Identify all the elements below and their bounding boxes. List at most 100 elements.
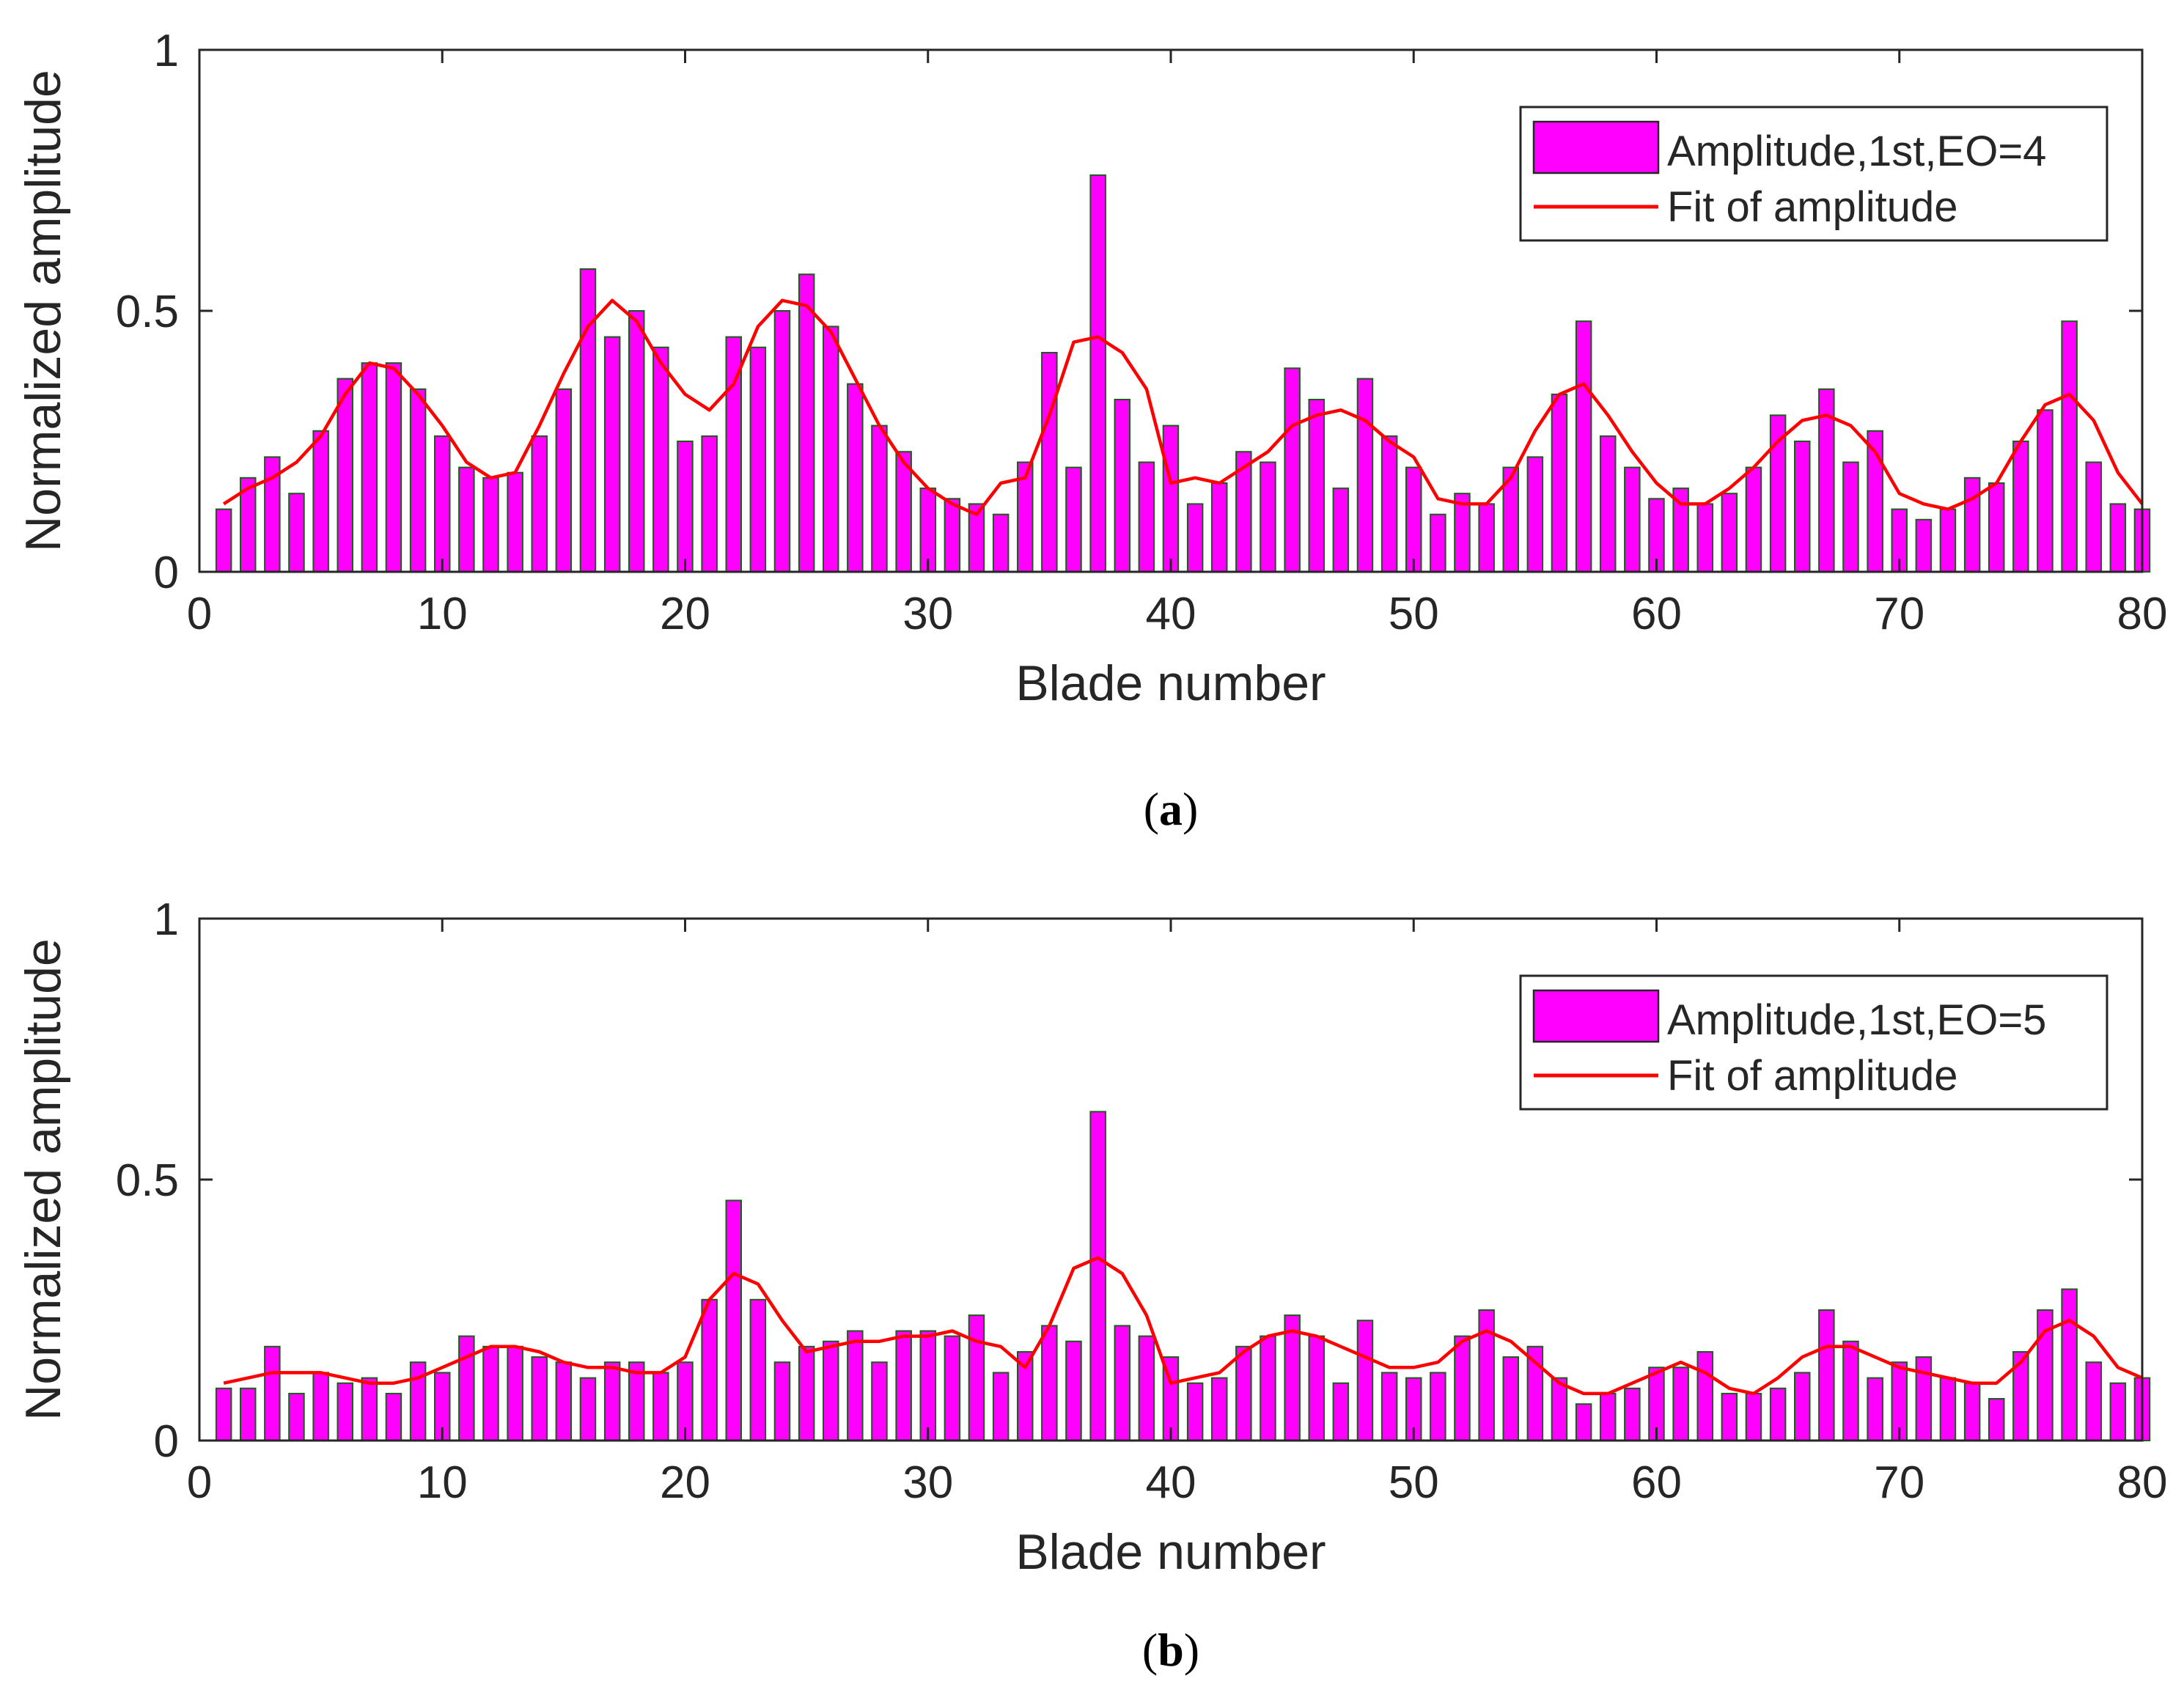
panel-caption: (b)	[1142, 1624, 1199, 1676]
bar	[1842, 1340, 1859, 1441]
bar	[312, 1372, 329, 1442]
bar	[385, 362, 402, 573]
bar	[1089, 1111, 1106, 1442]
y-tick-label: 1	[154, 894, 179, 945]
x-tick-label: 80	[2117, 1457, 2168, 1508]
y-tick-label: 1	[154, 26, 179, 76]
bar	[1769, 1387, 1787, 1442]
bar	[1260, 1335, 1276, 1441]
bar	[215, 1387, 232, 1442]
bar	[1600, 1392, 1617, 1442]
bar	[1405, 466, 1422, 573]
bar	[1454, 1335, 1471, 1441]
caption-close-paren: )	[1183, 783, 1198, 835]
legend: Amplitude,1st,EO=4 Fit of amplitude	[1519, 106, 2108, 242]
bar	[823, 1340, 839, 1441]
x-tick-label: 30	[902, 589, 953, 639]
bar	[1332, 1382, 1350, 1441]
x-tick-label: 20	[660, 1457, 710, 1508]
bar	[701, 1298, 718, 1442]
x-tick-label: 40	[1146, 1457, 1196, 1508]
x-axis-label: Blade number	[1015, 655, 1326, 711]
bar	[1963, 477, 1981, 573]
bar	[1502, 1356, 1519, 1441]
x-tick-label: 60	[1631, 589, 1682, 639]
x-tick-label: 50	[1389, 589, 1439, 639]
bar	[215, 508, 232, 573]
legend-line-label: Fit of amplitude	[1667, 183, 1958, 231]
bar	[1114, 399, 1130, 573]
bar	[1988, 482, 2005, 573]
bar	[1696, 503, 1713, 573]
bar	[1963, 1382, 1981, 1441]
x-tick-label: 20	[660, 589, 710, 639]
bar	[1721, 1392, 1738, 1442]
caption-open-paren: (	[1144, 783, 1159, 835]
x-tick-label: 10	[417, 589, 468, 639]
bar	[992, 513, 1010, 573]
bar	[337, 1382, 353, 1441]
bar	[1284, 1314, 1301, 1441]
x-tick-label: 70	[1874, 589, 1924, 639]
bar	[773, 1361, 791, 1441]
bar	[1794, 441, 1811, 573]
bar	[361, 362, 378, 573]
bar	[847, 1330, 864, 1441]
x-tick-label: 80	[2117, 589, 2168, 639]
bar	[2061, 1288, 2078, 1441]
bar	[895, 1330, 912, 1441]
x-tick-label: 10	[417, 1457, 468, 1508]
bar	[968, 1314, 985, 1441]
panel-b: 0 10 20 30 40 50 60 70 80 0 0.5 1 Blade number Normal…	[15, 894, 2167, 1676]
legend-line-label: Fit of amplitude	[1667, 1052, 1958, 1100]
bar	[1672, 1367, 1689, 1442]
x-axis-label: Blade number	[1015, 1524, 1326, 1580]
caption-close-paren: )	[1184, 1624, 1199, 1676]
panel-caption: (a)	[1144, 783, 1199, 835]
bar	[1186, 1382, 1204, 1441]
bar	[2109, 1382, 2127, 1441]
bar	[1114, 1325, 1130, 1442]
bar	[603, 336, 621, 573]
bar	[628, 310, 645, 573]
bar	[1380, 1372, 1398, 1442]
bar	[1308, 1335, 1325, 1441]
bar	[1551, 1377, 1568, 1441]
bar	[1624, 466, 1641, 573]
bar	[798, 1345, 815, 1442]
y-tick-label: 0.5	[116, 287, 179, 337]
bar	[458, 1335, 475, 1441]
bar	[1575, 320, 1592, 573]
bar	[1065, 466, 1082, 573]
bar	[288, 1392, 305, 1442]
bar	[507, 1345, 523, 1442]
bar	[1696, 1351, 1713, 1441]
bar	[603, 1361, 621, 1441]
bar	[944, 1335, 961, 1441]
bar	[1721, 493, 1738, 573]
bar	[482, 1345, 499, 1442]
x-tick-label: 50	[1389, 1457, 1439, 1508]
x-tick-label: 60	[1631, 1457, 1682, 1508]
bar	[1332, 488, 1350, 573]
bar	[1308, 399, 1325, 573]
bar	[482, 477, 499, 573]
y-tick-label: 0	[154, 1416, 179, 1467]
bar	[1041, 352, 1058, 573]
bar	[264, 1345, 281, 1442]
bar	[555, 388, 573, 573]
caption-letter: b	[1158, 1624, 1184, 1676]
bar	[1575, 1403, 1592, 1441]
bar	[823, 325, 839, 573]
bar	[725, 1199, 742, 1441]
bar	[434, 435, 451, 573]
bar	[1138, 1335, 1155, 1441]
bar	[1211, 482, 1228, 573]
bar	[1745, 1392, 1762, 1442]
bar	[531, 1356, 548, 1441]
bar	[1794, 1372, 1811, 1442]
y-tick-label: 0	[154, 548, 179, 598]
bar	[1867, 1377, 1883, 1441]
bar	[1600, 435, 1617, 573]
